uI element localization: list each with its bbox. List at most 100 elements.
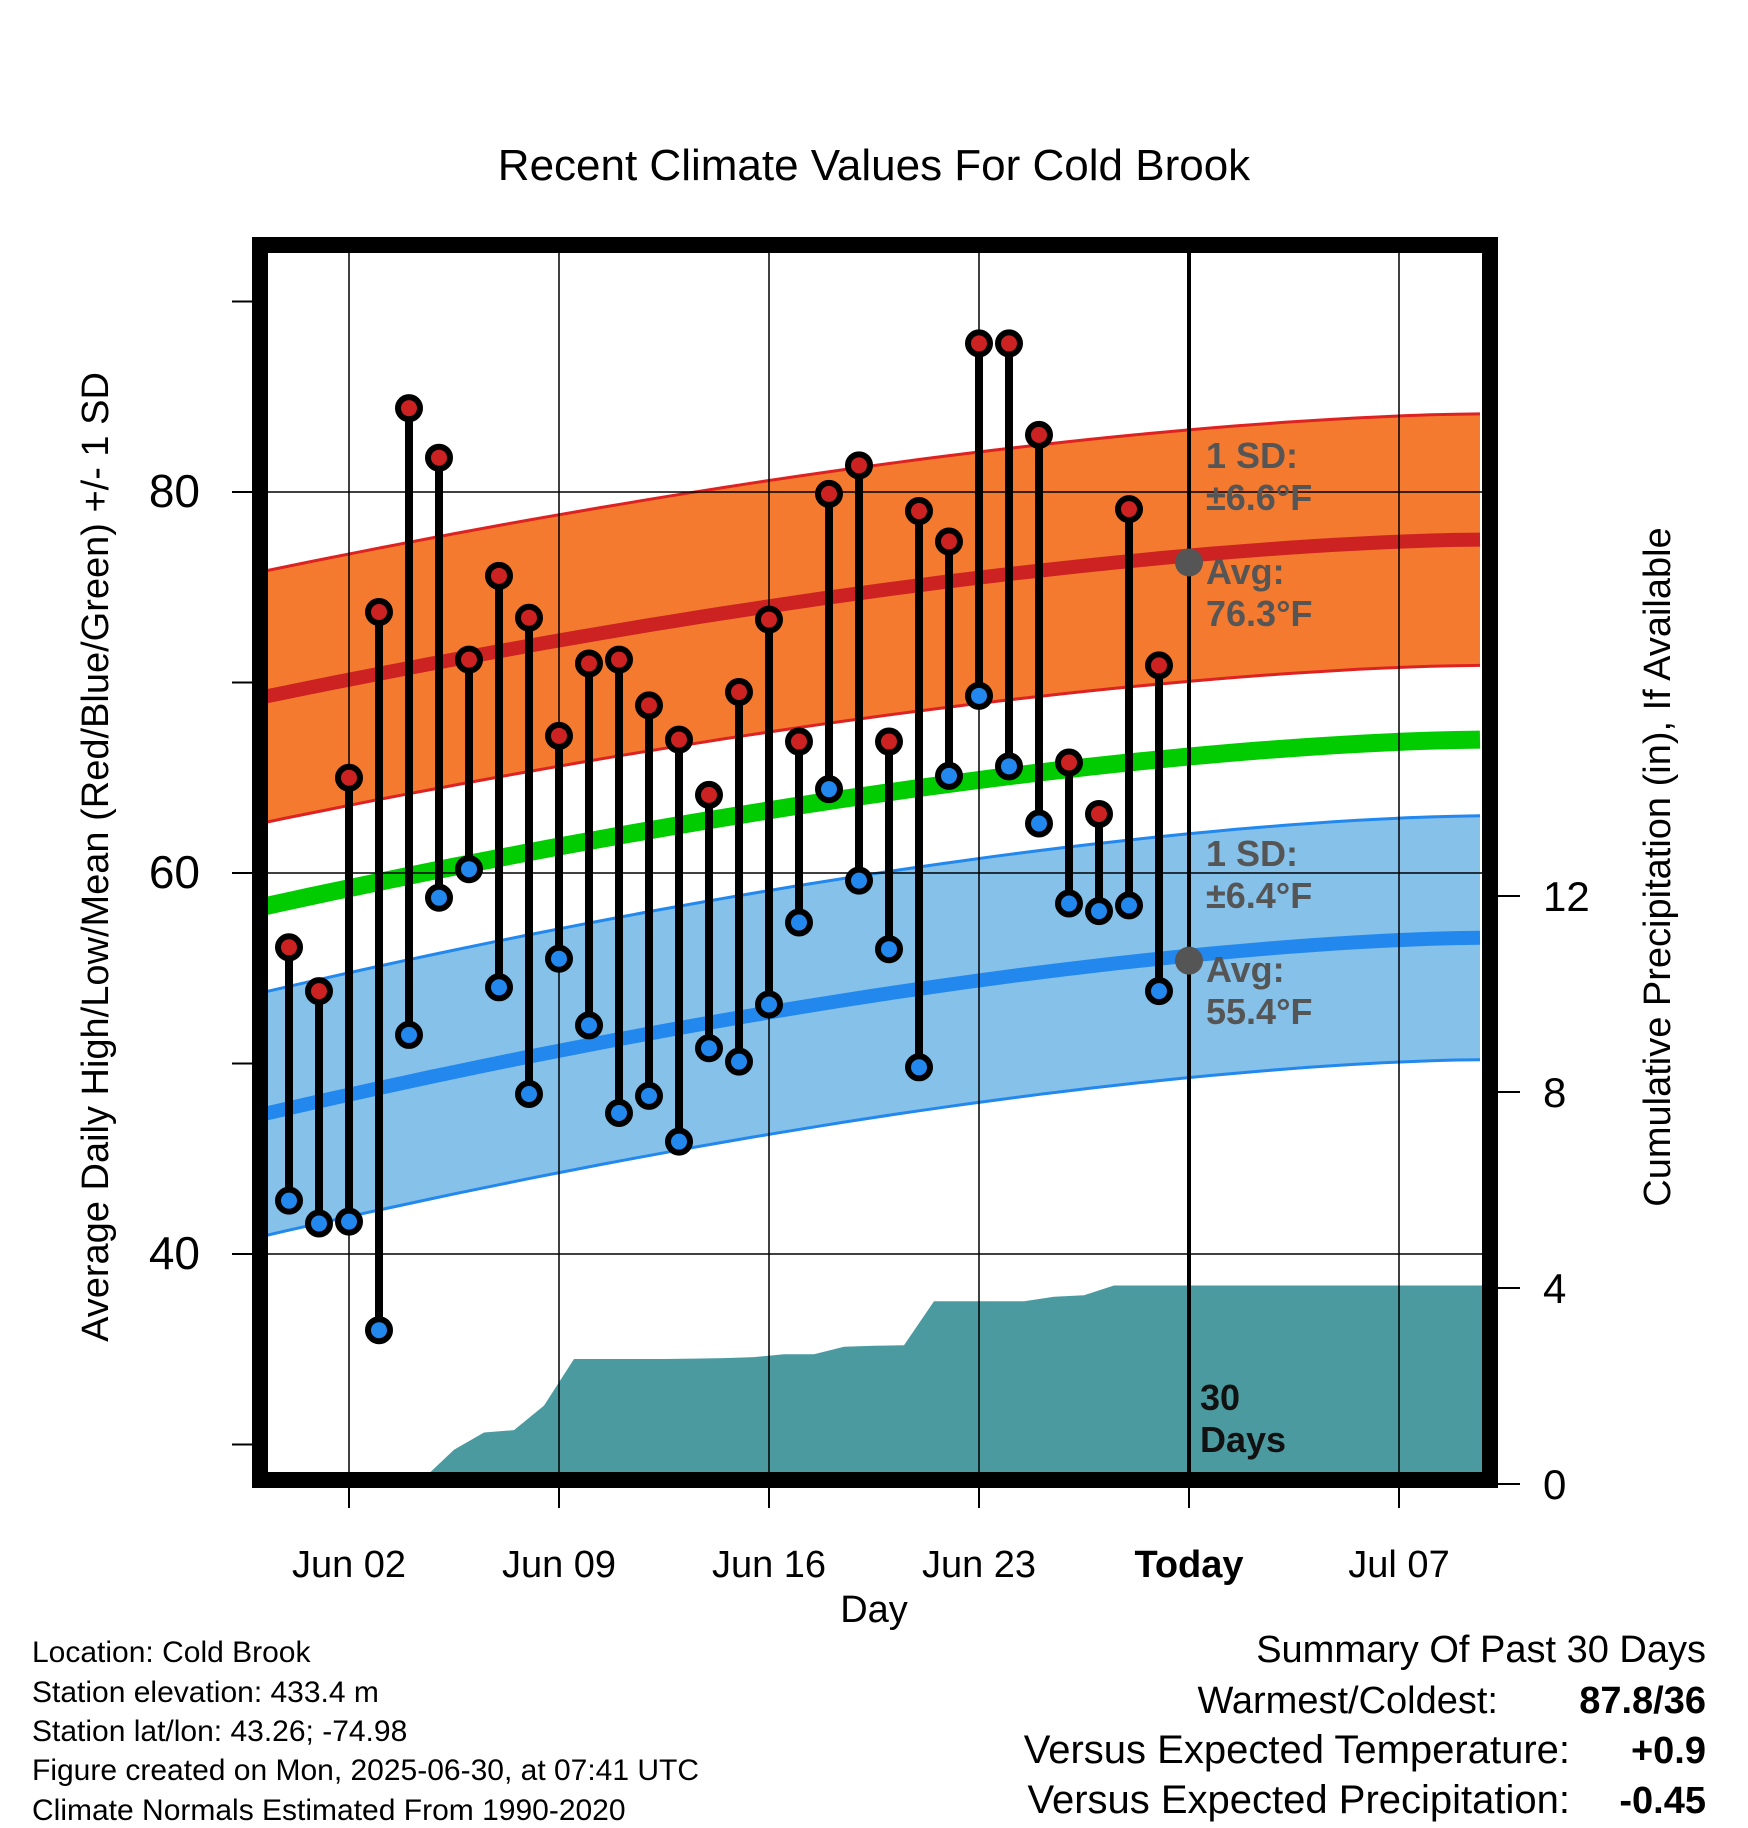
daily-high-point <box>305 977 333 1006</box>
daily-low-point <box>725 1047 753 1076</box>
daily-high-point <box>1055 748 1083 777</box>
normal-low-line <box>260 930 1481 1122</box>
high-band-lower-edge <box>260 663 1481 825</box>
annotation-high-avg-line2: 76.3°F <box>1206 593 1312 634</box>
x-tick-label: Jun 16 <box>712 1544 826 1586</box>
daily-high-point <box>395 394 423 423</box>
y2-tick-label: 0 <box>1543 1461 1566 1508</box>
annotation-days-label: Days <box>1200 1419 1286 1460</box>
daily-low-point <box>575 1011 603 1040</box>
daily-high-point <box>425 443 453 472</box>
daily-high-point <box>785 727 813 756</box>
today-high-avg-marker <box>1175 548 1203 577</box>
info-elevation: Station elevation: 433.4 m <box>32 1676 379 1709</box>
high-sd-band <box>260 413 1480 824</box>
daily-low-point <box>1055 889 1083 918</box>
daily-low-point <box>635 1081 663 1110</box>
x-axis-label: Day <box>840 1589 908 1631</box>
summary-title: Summary Of Past 30 Days <box>1256 1629 1706 1671</box>
annotation-low-avg-line2: 55.4°F <box>1206 991 1312 1032</box>
daily-low-point <box>755 990 783 1019</box>
annotation-low-sd-line2: ±6.4°F <box>1206 875 1312 916</box>
summary-temp-label: Versus Expected Temperature: <box>1024 1728 1570 1772</box>
daily-low-point <box>305 1209 333 1238</box>
summary-precip-value: -0.45 <box>1619 1780 1706 1822</box>
annotation-low-sd-line1: 1 SD: <box>1206 833 1298 874</box>
info-latlon: Station lat/lon: 43.26; -74.98 <box>32 1715 407 1748</box>
annotation-high-sd-line2: ±6.6°F <box>1206 477 1312 518</box>
info-normals: Climate Normals Estimated From 1990-2020 <box>32 1794 626 1827</box>
station-info: Location: Cold Brook Station elevation: … <box>32 1636 699 1827</box>
y2-tick-label: 12 <box>1543 873 1590 920</box>
low-sd-band <box>260 815 1480 1237</box>
daily-low-point <box>785 908 813 937</box>
daily-low-point <box>815 775 843 804</box>
y-axis-label: Average Daily High/Low/Mean (Red/Blue/Gr… <box>75 372 117 1342</box>
daily-low-point <box>515 1079 543 1108</box>
precipitation-area <box>274 1285 1490 1480</box>
daily-high-point <box>365 598 393 627</box>
daily-high-point <box>995 329 1023 358</box>
summary-warm-value: 87.8/36 <box>1579 1680 1706 1722</box>
summary-panel: Summary Of Past 30 Days Warmest/Coldest:… <box>1024 1629 1706 1822</box>
daily-low-point <box>875 935 903 964</box>
daily-high-point <box>815 479 843 508</box>
daily-low-point <box>845 866 873 895</box>
summary-precip-label: Versus Expected Precipitation: <box>1027 1778 1570 1822</box>
daily-high-point <box>1085 799 1113 828</box>
plot-inner <box>260 245 1490 1480</box>
x-tick-label: Jul 07 <box>1348 1544 1449 1586</box>
daily-high-point <box>845 451 873 480</box>
x-tick-label: Today <box>1134 1544 1243 1586</box>
y2-tick-label: 8 <box>1543 1069 1566 1116</box>
daily-low-point <box>1115 891 1143 920</box>
daily-high-point <box>875 727 903 756</box>
daily-low-point <box>905 1053 933 1082</box>
daily-high-point <box>545 721 573 750</box>
daily-high-point <box>485 561 513 590</box>
daily-high-point <box>695 780 723 809</box>
daily-low-point <box>695 1034 723 1063</box>
today-low-avg-marker <box>1175 946 1203 975</box>
annotation-high-sd-line1: 1 SD: <box>1206 435 1298 476</box>
summary-temp-value: +0.9 <box>1631 1730 1706 1772</box>
daily-high-point <box>755 605 783 634</box>
daily-low-point <box>1085 897 1113 926</box>
daily-high-point <box>935 527 963 556</box>
daily-low-point <box>275 1186 303 1215</box>
daily-low-point <box>1025 809 1053 838</box>
daily-low-point <box>665 1127 693 1156</box>
annotation-high-avg-line1: Avg: <box>1206 551 1285 592</box>
x-tick-label: Jun 02 <box>292 1544 406 1586</box>
daily-high-point <box>575 649 603 678</box>
daily-high-point <box>515 603 543 632</box>
daily-low-point <box>335 1207 363 1236</box>
daily-low-point <box>935 761 963 790</box>
daily-high-point <box>665 725 693 754</box>
x-tick-label: Jun 09 <box>502 1544 616 1586</box>
daily-high-point <box>605 645 633 674</box>
daily-low-point <box>995 752 1023 781</box>
daily-low-point <box>605 1099 633 1128</box>
y2-tick-label: 4 <box>1543 1265 1566 1312</box>
daily-low-point <box>485 973 513 1002</box>
daily-low-point <box>965 681 993 710</box>
daily-high-point <box>455 645 483 674</box>
y2-axis-label: Cumulative Precipitation (in), If Availa… <box>1637 527 1679 1206</box>
y-tick-label: 40 <box>149 1227 200 1279</box>
annotation-days-count: 30 <box>1200 1377 1240 1418</box>
daily-high-point <box>635 691 663 720</box>
annotation-low-avg-line1: Avg: <box>1206 949 1285 990</box>
daily-high-point <box>1025 420 1053 449</box>
daily-low-point <box>395 1020 423 1049</box>
plot-frame <box>252 237 1498 1488</box>
info-created: Figure created on Mon, 2025-06-30, at 07… <box>32 1754 699 1787</box>
daily-high-point <box>905 497 933 526</box>
daily-low-point <box>425 883 453 912</box>
daily-high-point <box>1115 495 1143 524</box>
info-location: Location: Cold Brook <box>32 1636 311 1669</box>
daily-low-point <box>365 1316 393 1345</box>
chart-title: Recent Climate Values For Cold Brook <box>498 141 1251 190</box>
